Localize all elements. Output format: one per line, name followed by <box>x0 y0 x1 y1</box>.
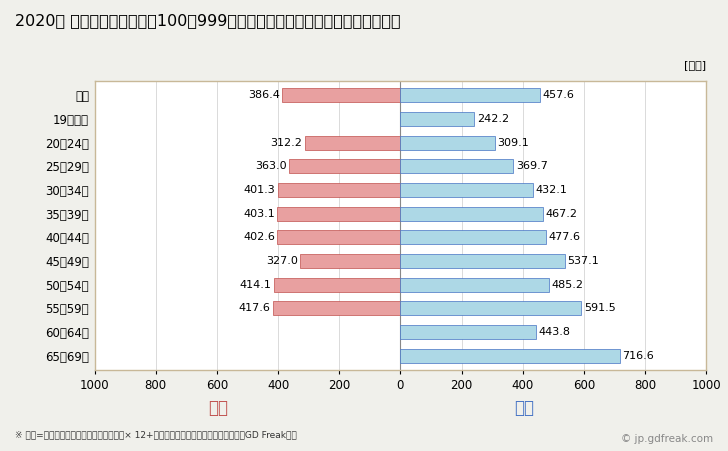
Bar <box>400 349 620 363</box>
Text: 591.5: 591.5 <box>584 304 615 313</box>
Bar <box>400 277 549 292</box>
Bar <box>277 230 400 244</box>
Bar <box>301 254 400 268</box>
Text: 327.0: 327.0 <box>266 256 298 266</box>
Text: 457.6: 457.6 <box>543 90 574 101</box>
Text: 537.1: 537.1 <box>567 256 599 266</box>
Text: 477.6: 477.6 <box>549 232 581 242</box>
Text: 2020年 民間企業（従業者数100〜999人）フルタイム労働者の男女別平均年収: 2020年 民間企業（従業者数100〜999人）フルタイム労働者の男女別平均年収 <box>15 14 400 28</box>
Text: 467.2: 467.2 <box>546 209 578 219</box>
Text: 363.0: 363.0 <box>256 161 287 171</box>
Bar <box>400 254 565 268</box>
Bar <box>277 207 400 221</box>
Text: [万円]: [万円] <box>684 60 706 70</box>
Bar <box>282 88 400 102</box>
Text: 414.1: 414.1 <box>240 280 272 290</box>
Bar <box>400 301 581 315</box>
Bar <box>400 88 540 102</box>
Bar <box>400 230 547 244</box>
Bar <box>400 207 543 221</box>
Text: © jp.gdfreak.com: © jp.gdfreak.com <box>621 434 713 444</box>
Text: 417.6: 417.6 <box>238 304 270 313</box>
Bar <box>400 325 536 339</box>
Text: 312.2: 312.2 <box>271 138 303 147</box>
Text: 男性: 男性 <box>514 399 534 417</box>
Text: 432.1: 432.1 <box>535 185 567 195</box>
Text: 369.7: 369.7 <box>516 161 547 171</box>
Text: 242.2: 242.2 <box>477 114 509 124</box>
Bar <box>400 183 532 197</box>
Text: 386.4: 386.4 <box>248 90 280 101</box>
Bar <box>273 301 400 315</box>
Text: 443.8: 443.8 <box>539 327 571 337</box>
Text: 485.2: 485.2 <box>551 280 583 290</box>
Text: 716.6: 716.6 <box>622 350 654 361</box>
Text: 女性: 女性 <box>208 399 229 417</box>
Text: 402.6: 402.6 <box>243 232 275 242</box>
Bar <box>400 136 495 150</box>
Text: 401.3: 401.3 <box>243 185 275 195</box>
Text: ※ 年収=「きまって支給する現金給与額」× 12+「年間賞与その他特別給与額」としてGD Freak推計: ※ 年収=「きまって支給する現金給与額」× 12+「年間賞与その他特別給与額」と… <box>15 431 296 440</box>
Text: 403.1: 403.1 <box>243 209 274 219</box>
Text: 309.1: 309.1 <box>497 138 529 147</box>
Bar <box>400 159 513 174</box>
Bar <box>305 136 400 150</box>
Bar <box>274 277 400 292</box>
Bar <box>277 183 400 197</box>
Bar <box>400 112 475 126</box>
Bar <box>290 159 400 174</box>
